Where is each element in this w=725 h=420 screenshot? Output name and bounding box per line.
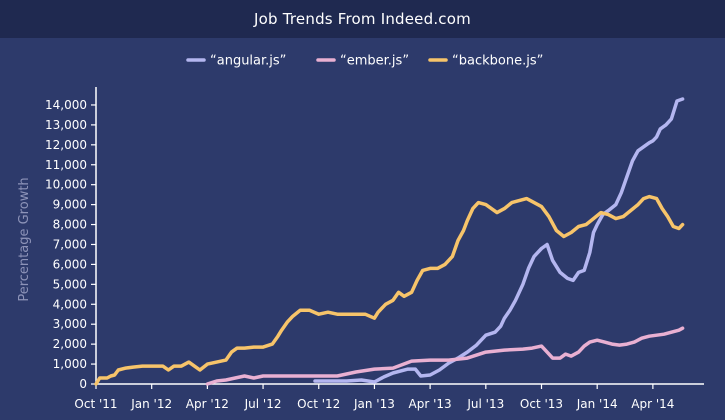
series-line-0 [313, 97, 685, 384]
y-tick-label: 3,000 [53, 317, 87, 331]
y-tick-label: 2,000 [53, 337, 87, 351]
series-line-2 [94, 194, 685, 386]
legend-label-0: “angular.js” [210, 54, 286, 69]
y-tick-label: 11,000 [45, 158, 87, 172]
x-tick-label: Jan '13 [353, 397, 395, 411]
x-tick-label: Jan '14 [576, 397, 618, 411]
x-tick-label: Jul '12 [244, 397, 282, 411]
x-tick-label: Apr '12 [186, 397, 229, 411]
title-bar: Job Trends From Indeed.com [0, 0, 725, 38]
y-tick-label: 13,000 [45, 118, 87, 132]
x-tick-label: Jan '12 [130, 397, 172, 411]
y-tick-label: 7,000 [53, 237, 87, 251]
y-tick-label: 1,000 [53, 357, 87, 371]
x-tick-label: Oct '11 [74, 397, 117, 411]
x-tick-label: Jul '13 [466, 397, 504, 411]
y-tick-label: 14,000 [45, 98, 87, 112]
x-tick-label: Apr '13 [409, 397, 452, 411]
x-tick-label: Oct '12 [297, 397, 340, 411]
chart-title: Job Trends From Indeed.com [254, 10, 471, 28]
x-tick-label: Apr '14 [631, 397, 674, 411]
legend-label-1: “ember.js” [340, 54, 409, 69]
y-tick-label: 12,000 [45, 138, 87, 152]
legend-label-2: “backbone.js” [452, 54, 543, 69]
y-tick-label: 10,000 [45, 178, 87, 192]
y-tick-label: 6,000 [53, 257, 87, 271]
y-tick-label: 8,000 [53, 218, 87, 232]
y-axis-label: Percentage Growth [17, 177, 32, 301]
y-tick-label: 5,000 [53, 277, 87, 291]
x-tick-label: Oct '13 [520, 397, 563, 411]
series-line-1 [205, 326, 685, 386]
y-tick-label: 4,000 [53, 297, 87, 311]
y-tick-label: 0 [79, 377, 87, 391]
y-tick-label: 9,000 [53, 198, 87, 212]
